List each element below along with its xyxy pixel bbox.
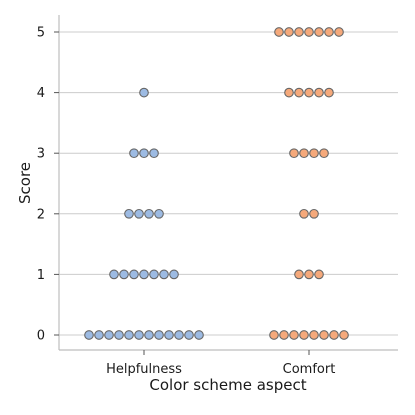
axes-spines — [58, 15, 398, 351]
data-point-comfort-score-0 — [319, 330, 329, 340]
data-point-comfort-score-3 — [309, 148, 319, 159]
x-tick-label-helpfulness: Helpfulness — [106, 362, 182, 377]
data-point-helpfulness-score-0 — [194, 330, 204, 340]
data-point-helpfulness-score-0 — [94, 330, 104, 340]
data-point-helpfulness-score-0 — [104, 330, 114, 340]
data-point-helpfulness-score-1 — [159, 269, 169, 280]
y-tick-label: 3 — [37, 147, 45, 162]
x-tick-label-comfort: Comfort — [283, 362, 336, 377]
x-axis-ticks: Helpfulness Comfort — [106, 350, 335, 377]
data-point-helpfulness-score-0 — [84, 330, 94, 340]
data-point-comfort-score-1 — [314, 269, 324, 280]
data-point-helpfulness-score-1 — [119, 269, 129, 280]
data-point-comfort-score-4 — [324, 87, 334, 98]
x-axis-label: Color scheme aspect — [149, 376, 306, 394]
data-point-comfort-score-0 — [339, 330, 349, 340]
data-point-helpfulness-score-2 — [154, 208, 164, 219]
data-point-helpfulness-score-2 — [144, 208, 154, 219]
data-point-helpfulness-score-0 — [134, 330, 144, 340]
data-point-comfort-score-0 — [299, 330, 309, 340]
data-point-helpfulness-score-0 — [124, 330, 134, 340]
data-point-comfort-score-0 — [279, 330, 289, 340]
y-axis-label: Score — [16, 162, 34, 204]
y-tick-label: 2 — [37, 207, 45, 222]
data-point-helpfulness-score-0 — [144, 330, 154, 340]
data-point-helpfulness-score-0 — [154, 330, 164, 340]
y-tick-label: 4 — [37, 86, 45, 101]
data-point-helpfulness-score-0 — [174, 330, 184, 340]
data-point-helpfulness-score-3 — [139, 148, 149, 159]
data-point-helpfulness-score-0 — [184, 330, 194, 340]
data-point-comfort-score-1 — [294, 269, 304, 280]
data-point-helpfulness-score-2 — [124, 208, 134, 219]
data-point-comfort-score-4 — [304, 87, 314, 98]
data-point-comfort-score-0 — [309, 330, 319, 340]
data-point-comfort-score-5 — [274, 27, 284, 37]
y-tick-label: 0 — [37, 329, 45, 344]
data-point-comfort-score-2 — [309, 208, 319, 219]
data-point-comfort-score-5 — [334, 27, 344, 37]
data-point-helpfulness-score-3 — [129, 148, 139, 159]
data-point-comfort-score-3 — [319, 148, 329, 159]
data-point-comfort-score-5 — [284, 27, 294, 37]
data-point-comfort-score-1 — [304, 269, 314, 280]
data-point-comfort-score-5 — [304, 27, 314, 37]
data-point-comfort-score-5 — [294, 27, 304, 37]
gridlines — [59, 31, 398, 336]
data-points — [84, 27, 349, 340]
data-point-comfort-score-5 — [314, 27, 324, 37]
data-point-comfort-score-2 — [299, 208, 309, 219]
data-point-comfort-score-3 — [289, 148, 299, 159]
data-point-comfort-score-5 — [324, 27, 334, 37]
data-point-helpfulness-score-0 — [164, 330, 174, 340]
data-point-helpfulness-score-1 — [129, 269, 139, 280]
data-point-helpfulness-score-2 — [134, 208, 144, 219]
data-point-helpfulness-score-3 — [149, 148, 159, 159]
data-point-helpfulness-score-1 — [149, 269, 159, 280]
data-point-helpfulness-score-1 — [109, 269, 119, 280]
data-point-comfort-score-4 — [294, 87, 304, 98]
data-point-comfort-score-0 — [329, 330, 339, 340]
data-point-comfort-score-3 — [299, 148, 309, 159]
data-point-comfort-score-0 — [289, 330, 299, 340]
data-point-helpfulness-score-4 — [139, 87, 149, 98]
data-point-comfort-score-0 — [269, 330, 279, 340]
y-tick-label: 1 — [37, 268, 45, 283]
data-point-helpfulness-score-1 — [169, 269, 179, 280]
data-point-comfort-score-4 — [284, 87, 294, 98]
data-point-helpfulness-score-1 — [139, 269, 149, 280]
data-point-helpfulness-score-0 — [114, 330, 124, 340]
y-tick-label: 5 — [37, 26, 45, 41]
y-axis-ticks: 0 1 2 3 4 5 — [37, 26, 59, 344]
data-point-comfort-score-4 — [314, 87, 324, 98]
